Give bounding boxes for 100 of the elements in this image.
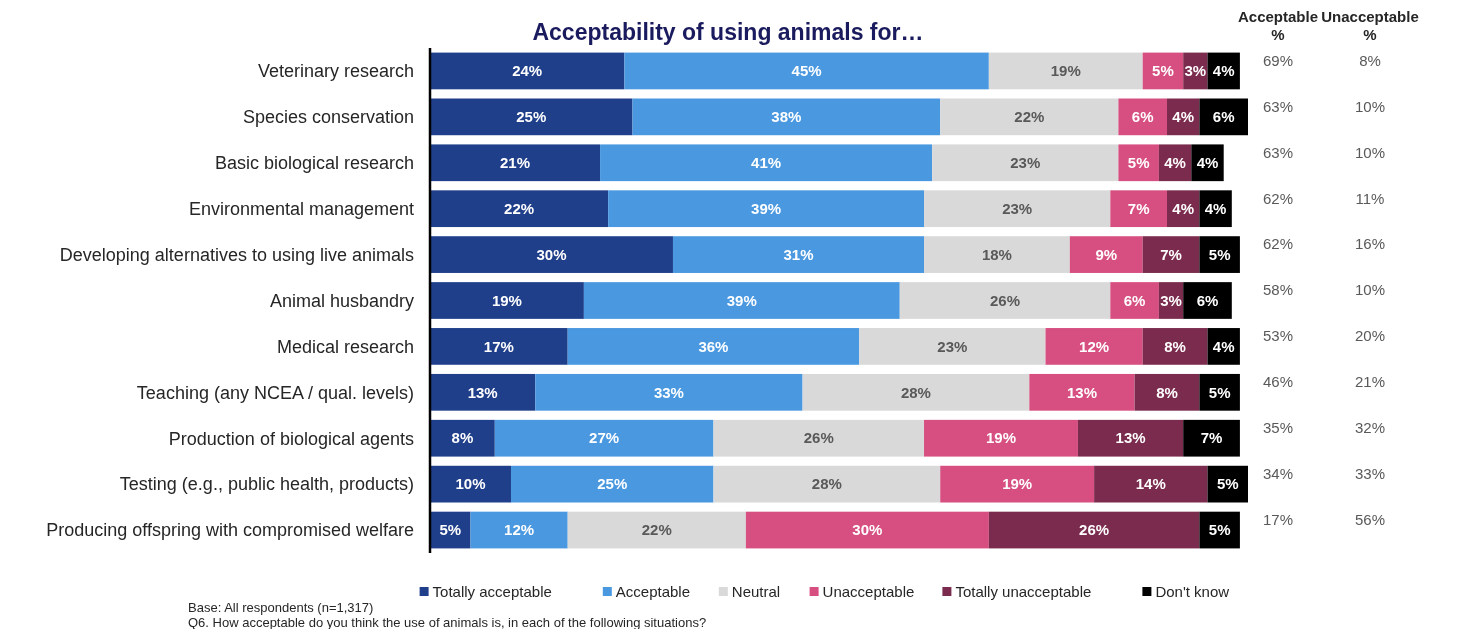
data-label: 39% (751, 199, 782, 217)
data-label: 7% (1160, 245, 1182, 263)
legend-label: Don't know (1155, 583, 1230, 601)
data-label: 21% (500, 154, 531, 172)
bar (430, 419, 495, 457)
chart-title: Acceptability of using animals for… (532, 19, 924, 45)
bar (624, 52, 989, 90)
data-label: 4% (1204, 199, 1227, 217)
bar (1191, 144, 1224, 182)
bar (494, 419, 714, 457)
data-label: 31% (783, 245, 814, 263)
text: 63% (1262, 97, 1294, 115)
data-label: 4% (1164, 154, 1186, 172)
text: Q6. How acceptable do you think the use of animals is, in each of the following situations? (188, 615, 707, 630)
data-label: 36% (698, 337, 729, 355)
data-label: 5% (1127, 154, 1150, 172)
text: 10% (1354, 281, 1386, 299)
data-label: 24% (512, 62, 543, 80)
bar (430, 282, 584, 319)
data-label: 18% (981, 245, 1012, 263)
legend-label: Neutral (731, 583, 781, 601)
y-tick-label: Environmental management (188, 198, 414, 219)
bar (632, 98, 941, 136)
data-label: 4% (1172, 199, 1195, 217)
bar (713, 465, 941, 503)
data-label: 19% (1002, 475, 1033, 493)
data-label: 4% (1212, 62, 1235, 80)
text: 69% (1262, 51, 1294, 69)
bar (430, 52, 625, 90)
data-label: 17% (483, 337, 514, 355)
data-label: 13% (1066, 383, 1097, 401)
text: 10% (1354, 143, 1386, 161)
data-label: 5% (439, 521, 462, 539)
bar (745, 511, 989, 549)
y-tick-label: Production of biological agents (168, 428, 414, 449)
data-label: 28% (900, 383, 931, 401)
text: Base: All respondents (n=1,317) (188, 600, 374, 615)
bar (924, 419, 1078, 457)
text: 20% (1354, 327, 1386, 345)
y-tick-label: Animal husbandry (269, 290, 414, 311)
y-tick-label: Basic biological research (214, 153, 414, 174)
data-label: 22% (1014, 108, 1045, 126)
text: Acceptable % (1237, 8, 1319, 43)
y-tick-label: Medical research (276, 336, 414, 357)
y-tick-label: Producing offspring with compromised welfare (46, 520, 414, 541)
legend-label: Acceptable (615, 583, 691, 601)
bar (1142, 236, 1200, 273)
text: 11% (1355, 189, 1385, 207)
y-tick-label: Species conservation (242, 107, 414, 128)
data-label: 23% (937, 337, 968, 355)
data-label: 13% (1115, 429, 1146, 447)
bar (1199, 236, 1240, 273)
data-label: 5% (1208, 521, 1231, 539)
bar (932, 144, 1119, 182)
bar (608, 190, 925, 228)
legend-label: Totally unacceptable (955, 583, 1092, 601)
bar (1134, 373, 1200, 411)
bar (430, 236, 673, 273)
data-label: 28% (811, 475, 842, 493)
text: 17% (1262, 510, 1294, 528)
bar (1045, 328, 1143, 365)
data-label: 23% (1002, 199, 1033, 217)
data-label: 22% (504, 199, 535, 217)
text: 35% (1262, 419, 1294, 437)
bar (1118, 144, 1159, 182)
bar (1118, 98, 1168, 136)
text: 53% (1262, 327, 1294, 345)
bar (1183, 282, 1232, 319)
bar (1069, 236, 1143, 273)
text: 58% (1262, 281, 1294, 299)
bar (1029, 373, 1135, 411)
bar (583, 282, 900, 319)
text: 34% (1262, 465, 1294, 483)
data-label: 26% (990, 291, 1021, 309)
data-label: 45% (791, 62, 822, 80)
bar (1183, 419, 1240, 457)
legend-label: Totally acceptable (432, 583, 552, 601)
bar (430, 373, 536, 411)
bar (567, 328, 860, 365)
text: Unacceptable % (1321, 8, 1419, 43)
text: 62% (1262, 189, 1294, 207)
data-label: 19% (985, 429, 1016, 447)
data-label: 33% (653, 383, 684, 401)
data-label: 9% (1095, 245, 1118, 263)
y-tick-label: Veterinary research (257, 61, 414, 82)
data-label: 13% (467, 383, 498, 401)
data-label: 3% (1184, 62, 1207, 80)
data-label: 6% (1212, 108, 1235, 126)
data-label: 41% (751, 154, 782, 172)
data-label: 19% (491, 291, 522, 309)
data-label: 14% (1135, 475, 1166, 493)
data-label: 5% (1208, 245, 1231, 263)
bar (1110, 190, 1168, 228)
bar (859, 328, 1046, 365)
data-label: 5% (1152, 62, 1174, 80)
bar (430, 98, 633, 136)
bar (535, 373, 803, 411)
data-label: 26% (1079, 521, 1110, 539)
bar (1199, 98, 1248, 136)
bar (430, 328, 568, 365)
